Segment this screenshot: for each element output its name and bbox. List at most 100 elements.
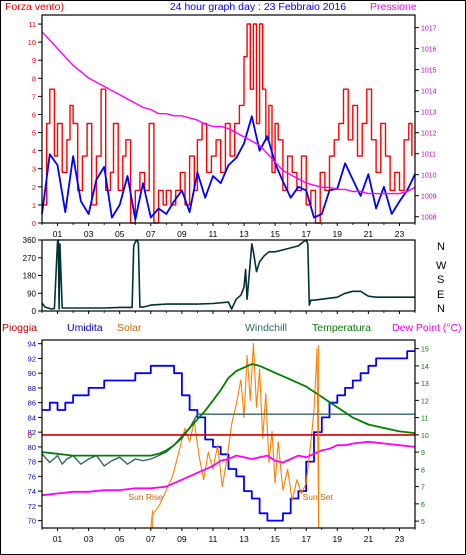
y-left-tick-label: 1 (32, 201, 36, 210)
y-left-tick-label: 9 (32, 56, 36, 65)
y-left-tick-label: 360 (23, 236, 37, 245)
x-tick-label: 15 (270, 534, 280, 544)
x-tick-label: 11 (209, 534, 218, 544)
compass-e: E (437, 289, 444, 301)
x-tick-label: 07 (146, 229, 156, 239)
y-left-tick-label: 92 (28, 354, 36, 363)
y-left-tick-label: 94 (28, 340, 36, 349)
x-tick-label: 03 (84, 534, 94, 544)
y-left-tick-label: 88 (28, 384, 36, 393)
x-tick-label: 13 (239, 534, 249, 544)
y-right-tick-label: 1010 (421, 173, 437, 180)
compass-w: W (436, 260, 447, 272)
y-left-tick-label: 7 (32, 92, 36, 101)
x-tick-label: 19 (333, 229, 343, 239)
y-left-tick-label: 180 (23, 272, 37, 281)
y-left-tick-label: 8 (32, 74, 36, 83)
compass-s: S (437, 274, 444, 286)
compass-n-top: N (437, 241, 445, 253)
y-left-tick-label: 84 (28, 413, 36, 422)
y-right-tick-label: 9 (421, 450, 425, 457)
y-right-tick-label: 1013 (421, 110, 437, 117)
x-tick-label: 01 (53, 534, 63, 544)
y-right-tick-label: 7 (421, 485, 425, 492)
y-right-tick-label: 10 (421, 433, 429, 440)
x-tick-label: 19 (333, 534, 343, 544)
y-right-tick-label: 1015 (421, 68, 437, 75)
y-left-tick-label: 90 (27, 289, 36, 298)
plot-frame (41, 239, 416, 312)
x-tick-label: 23 (395, 229, 405, 239)
y-left-tick-label: 76 (28, 472, 36, 481)
temperature-label: Temperatura (312, 322, 371, 334)
y-left-tick-label: 11 (28, 20, 36, 29)
y-left-tick-label: 3 (32, 165, 36, 174)
y-right-tick-label: 12 (421, 398, 429, 405)
wind-direction-panel: 0 90 180 270 360 (23, 236, 416, 316)
chart-title: 24 hour graph day : 23 Febbraio 2016 (170, 1, 346, 13)
wind-pressure-panel: 01 03 05 07 09 11 13 15 17 19 21 230123456789101110… (28, 14, 437, 239)
solar-label: Solar (117, 322, 142, 334)
series-dewpoint (41, 440, 416, 497)
x-tick-label: 07 (146, 534, 156, 544)
y-right-tick-label: 13 (421, 381, 429, 388)
y-left-tick-label: 10 (28, 38, 36, 47)
x-tick-label: 13 (239, 229, 249, 239)
series-direction (41, 239, 415, 310)
sunset-label: Sun Set (303, 492, 334, 502)
y-left-tick-label: 0 (32, 219, 36, 228)
x-tick-label: 05 (115, 229, 125, 239)
plot-frame (41, 339, 416, 529)
x-tick-label: 05 (115, 534, 125, 544)
wind-speed-label: Forza vento) (5, 1, 64, 13)
y-left-tick-label: 74 (28, 487, 36, 496)
series-gust (41, 115, 416, 221)
x-tick-label: 21 (364, 534, 374, 544)
y-right-tick-label: 1009 (421, 194, 437, 201)
rain-label: Pioggia (2, 322, 37, 334)
y-left-tick-label: 90 (28, 369, 36, 378)
y-right-tick-label: 8 (421, 467, 425, 474)
dewpoint-label: Dew Point (°C) (392, 322, 462, 334)
y-left-tick-label: 78 (28, 458, 36, 467)
temperature-humidity-panel: 01 03 05 07 09 11 13 15 17 19 21 237072747678808284… (28, 339, 429, 544)
y-right-tick-label: 1012 (421, 131, 437, 138)
x-tick-label: 15 (270, 229, 280, 239)
rain-value-label: 0 (28, 431, 33, 440)
y-right-tick-label: 1011 (421, 152, 436, 159)
series-temperature (41, 363, 416, 457)
x-tick-label: 23 (395, 534, 405, 544)
y-left-tick-label: 70 (28, 517, 36, 526)
series-wind (42, 23, 413, 224)
y-left-tick-label: 6 (32, 110, 36, 119)
y-right-tick-label: 1014 (421, 89, 437, 96)
y-right-tick-label: 6 (421, 502, 425, 509)
y-right-tick-label: 1017 (421, 26, 437, 33)
windchill-label: Windchill (245, 322, 287, 334)
y-left-tick-label: 4 (32, 147, 36, 156)
y-left-tick-label: 82 (28, 428, 36, 437)
y-right-tick-label: 1008 (421, 215, 437, 222)
y-left-tick-label: 270 (23, 254, 37, 263)
humidity-label: Umidita (67, 322, 103, 334)
sunrise-label: Sun Rise (128, 492, 163, 502)
y-right-tick-label: 11 (421, 416, 428, 423)
y-left-tick-label: 86 (28, 399, 36, 408)
y-left-tick-label: 5 (32, 129, 36, 138)
plot-frame (41, 14, 416, 224)
x-tick-label: 09 (177, 229, 187, 239)
compass-n-bottom: N (437, 303, 445, 315)
y-right-tick-label: 1016 (421, 47, 437, 54)
y-left-tick-label: 2 (32, 183, 36, 192)
series-humidity (42, 350, 415, 522)
series-pressure (41, 31, 416, 195)
y-left-tick-label: 80 (28, 443, 36, 452)
x-tick-label: 11 (209, 229, 218, 239)
y-left-tick-label: 72 (28, 502, 36, 511)
x-tick-label: 17 (301, 534, 311, 544)
pressure-label: Pressione (370, 1, 417, 13)
x-tick-label: 01 (53, 229, 63, 239)
x-tick-label: 21 (364, 229, 374, 239)
